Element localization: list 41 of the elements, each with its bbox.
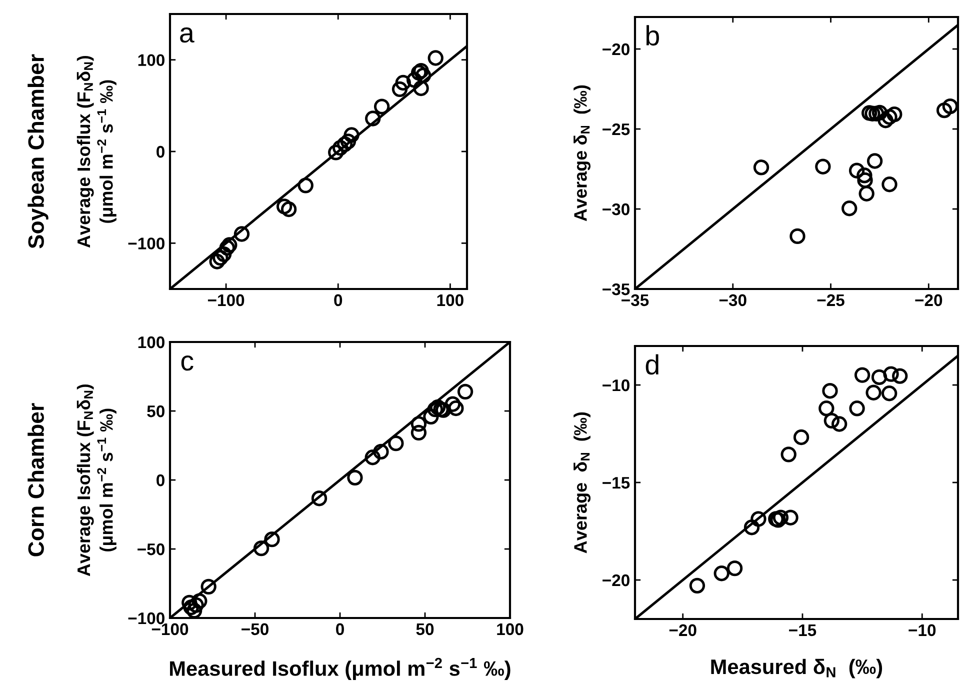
y-tick-label: −50 bbox=[138, 543, 164, 556]
y-tick-label: 100 bbox=[138, 54, 164, 66]
y-tick-label: −20 bbox=[602, 43, 630, 56]
y-tick-label: −20 bbox=[602, 574, 630, 586]
annotation: d bbox=[646, 354, 658, 375]
x-tick-label: −50 bbox=[242, 623, 268, 636]
x-tick-label: 100 bbox=[497, 623, 524, 636]
y-tick-label: −25 bbox=[602, 123, 630, 136]
x-tick-label: 100 bbox=[437, 294, 464, 306]
annotation: c bbox=[181, 355, 194, 371]
y-tick-label: −35 bbox=[602, 283, 630, 296]
y-tick-label: −30 bbox=[602, 203, 630, 216]
y-tick-label: 0 bbox=[156, 146, 164, 158]
y-axis-title: Average δ$_{N}$ (‰) bbox=[574, 412, 591, 554]
x-tick-label: 0 bbox=[336, 623, 344, 636]
x-tick-label: −25 bbox=[817, 294, 844, 306]
x-tick-label: −100 bbox=[208, 294, 244, 306]
x-axis-title: Measured δ$_{N}$ (‰) bbox=[711, 658, 882, 678]
text: Average Isoflux (F$_{N}$δ$_{N}$) (μmol m$^{−2}$ s$^{−1}$ ‰) bbox=[76, 384, 116, 576]
x-tick-label: −15 bbox=[789, 624, 816, 636]
text: Average Isoflux (F$_{N}$δ$_{N}$) (μmol m$^{−2}$ s$^{−1}$ ‰) bbox=[76, 56, 116, 248]
annotation: a bbox=[180, 27, 194, 43]
x-tick-label: −35 bbox=[622, 294, 649, 306]
y-tick-label: −10 bbox=[602, 379, 630, 392]
annotation: b bbox=[646, 25, 659, 46]
y-tick-label: 100 bbox=[138, 336, 164, 348]
y-tick-label: 0 bbox=[156, 474, 164, 486]
y-tick-label: 50 bbox=[147, 405, 164, 418]
y-tick-label: −15 bbox=[602, 477, 630, 489]
text: Corn Chamber bbox=[28, 403, 44, 556]
text: Soybean Chamber bbox=[28, 54, 48, 248]
x-tick-label: 0 bbox=[334, 294, 342, 306]
y-tick-label: −100 bbox=[128, 612, 164, 624]
y-tick-label: −100 bbox=[128, 238, 164, 250]
x-tick-label: −30 bbox=[719, 294, 746, 306]
x-tick-label: −20 bbox=[915, 294, 942, 306]
x-tick-label: 50 bbox=[416, 623, 434, 636]
x-tick-label: −10 bbox=[908, 624, 936, 636]
x-tick-label: −20 bbox=[669, 624, 696, 636]
x-axis-title: Measured Isoflux (μmol m$^{−2}$ s$^{−1}$ ‰) bbox=[170, 658, 510, 680]
y-axis-title: Average δ$_{N}$ (‰) bbox=[574, 85, 591, 222]
